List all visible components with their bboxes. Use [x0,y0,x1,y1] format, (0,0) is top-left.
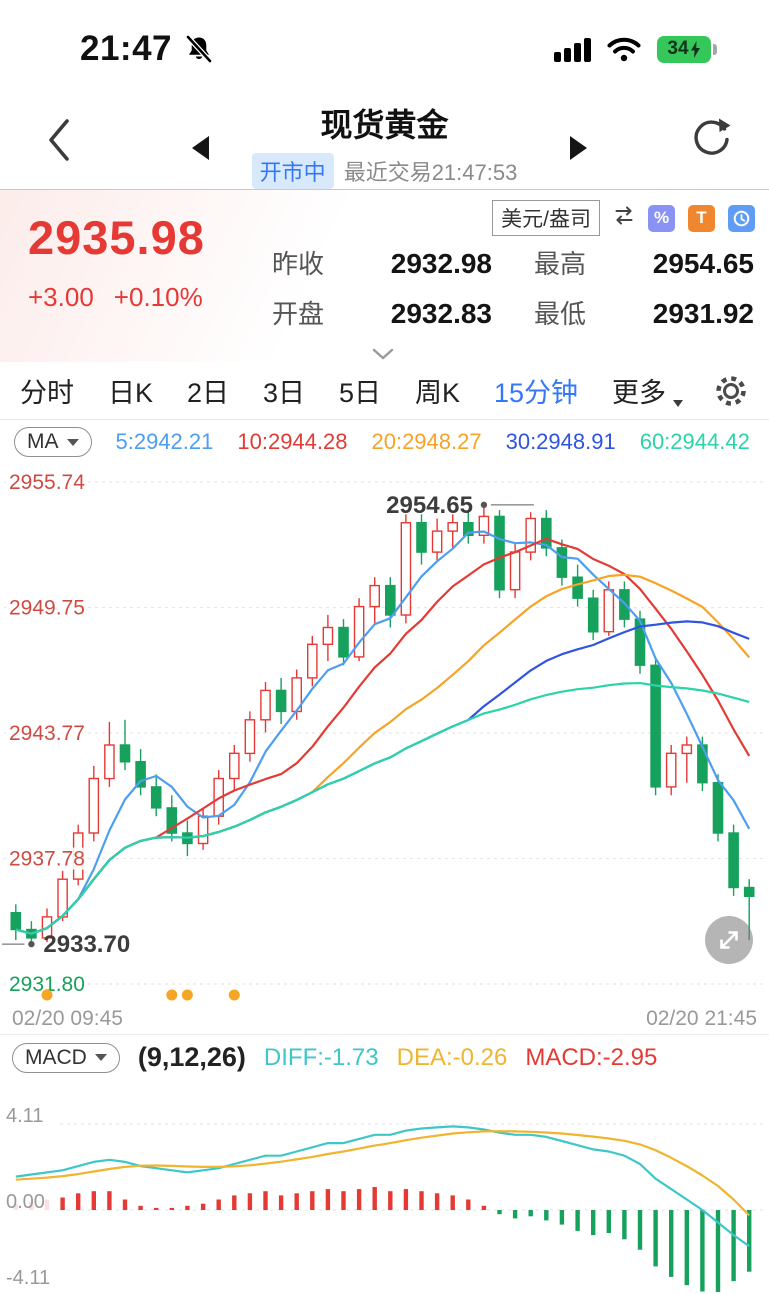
text-size-icon[interactable]: T [688,204,715,232]
svg-text:2931.80: 2931.80 [9,973,85,996]
ma60-legend: 60:2944.42 [639,429,750,454]
ma20-legend: 20:2948.27 [371,429,482,454]
chevron-down-icon [66,438,79,452]
status-bar-right: 34 [554,35,717,63]
svg-text:2933.70: 2933.70 [43,931,130,958]
nav-subtitle: 开市中 最近交易21:47:53 [165,153,605,189]
high-value: 2954.65 [652,248,754,279]
unit-toolbar: 美元/盎司 % T [492,200,755,236]
page-title: 现货黄金 [320,107,449,143]
low-value: 2931.92 [652,298,754,329]
high-label: 最高 [534,249,587,279]
expand-arrows-icon [720,931,738,949]
macd-selector[interactable]: MACD [12,1042,120,1073]
quote-row: 开盘 2932.83 最低 2931.92 [272,294,758,331]
clock-icon[interactable] [728,204,755,232]
price-block: 2935.98 +3.00 +0.10% [28,210,205,313]
macd-selector-label: MACD [25,1045,87,1069]
svg-text:-4.11: -4.11 [6,1267,50,1289]
chevron-down-icon [94,1054,107,1067]
ma5-legend: 5:2942.21 [115,429,214,454]
back-button[interactable] [46,117,72,163]
macd-indicator-row: MACD (9,12,26) DIFF:-1.73 DEA:-0.26 MACD… [0,1034,769,1080]
expand-quote-chevron-icon[interactable] [372,348,394,360]
macd-chart[interactable]: 4.11 0.00 -4.11 [0,1080,769,1292]
price-change: +3.00 [28,282,94,312]
tab-15min[interactable]: 15分钟 [493,378,578,408]
kline-chart-area: 2955.74 2949.75 2943.77 2937.78 2931.80 2954.… [0,464,769,1034]
tab-more[interactable]: 更多 [611,371,683,410]
market-status-badge: 开市中 [251,153,334,189]
charging-bolt-icon [690,40,700,58]
prev-instrument-button[interactable] [192,136,209,160]
next-instrument-button[interactable] [570,136,587,160]
current-price: 2935.98 [28,211,205,264]
status-time: 21:47 [80,29,173,68]
price-change-percent: +0.10% [113,282,203,312]
notifications-muted-icon [186,35,212,63]
tab-weekly[interactable]: 周K [414,378,460,408]
nav-center: 现货黄金 开市中 最近交易21:47:53 [165,100,605,189]
status-bar-left: 21:47 [80,29,214,69]
tab-3day[interactable]: 3日 [262,378,305,408]
cellular-signal-icon [554,38,591,62]
quote-row: 昨收 2932.98 最高 2954.65 [272,244,758,281]
tab-timeline[interactable]: 分时 [20,378,74,408]
last-trade-time: 最近交易21:47:53 [343,160,518,185]
prev-close-value: 2932.98 [390,248,492,279]
macd-value: MACD:-2.95 [525,1043,658,1071]
tab-more-label: 更多 [611,378,666,408]
macd-params: (9,12,26) [137,1042,246,1072]
tab-5day[interactable]: 5日 [338,378,381,408]
period-tab-bar: 分时 日K 2日 3日 5日 周K 15分钟 更多 [0,362,769,420]
dropdown-caret-icon [672,400,683,412]
tab-2day[interactable]: 2日 [186,378,229,408]
ma30-legend: 30:2948.91 [505,429,616,454]
nav-header: 现货黄金 开市中 最近交易21:47:53 [0,90,769,190]
x-axis-end: 02/20 21:45 [646,1007,757,1030]
ma10-legend: 10:2944.28 [237,429,348,454]
x-axis-labels: 02/20 09:45 02/20 21:45 [0,1004,769,1034]
svg-text:2937.78: 2937.78 [9,848,85,871]
macd-diff-value: DIFF:-1.73 [263,1043,379,1071]
svg-text:2949.75: 2949.75 [9,597,85,620]
ma-selector[interactable]: MA [14,427,92,457]
price-change-row: +3.00 +0.10% [28,282,205,313]
refresh-button[interactable] [689,116,733,158]
quote-fields: 昨收 2932.98 最高 2954.65 开盘 2932.83 最低 2931… [272,244,758,344]
quote-panel: 2935.98 +3.00 +0.10% 昨收 2932.98 最高 2954.… [0,190,769,362]
svg-text:2955.74: 2955.74 [9,471,85,494]
open-value: 2932.83 [390,298,492,329]
prev-close-label: 昨收 [272,249,325,279]
svg-text:2954.65: 2954.65 [386,492,473,519]
svg-text:4.11: 4.11 [6,1105,43,1127]
open-label: 开盘 [272,299,325,329]
tab-daily[interactable]: 日K [107,378,153,408]
svg-text:2943.77: 2943.77 [9,722,85,745]
x-axis-start: 02/20 09:45 [12,1007,123,1030]
battery-level: 34 [667,38,689,59]
macd-dea-value: DEA:-0.26 [396,1043,508,1071]
ma-selector-label: MA [27,430,59,453]
settings-gear-icon[interactable] [713,373,749,409]
svg-text:0.00: 0.00 [6,1191,45,1213]
ma-indicator-row: MA 5:2942.21 10:2944.28 20:2948.27 30:29… [0,420,769,464]
wifi-icon [607,37,641,62]
fullscreen-button[interactable] [705,916,753,964]
status-bar: 21:47 34 [0,0,769,90]
kline-chart[interactable]: 2955.74 2949.75 2943.77 2937.78 2931.80 2954.… [0,464,769,1004]
percent-display-icon[interactable]: % [648,204,675,232]
battery-indicator: 34 [657,35,717,63]
swap-unit-icon[interactable] [613,205,635,231]
unit-selector[interactable]: 美元/盎司 [492,200,600,236]
low-label: 最低 [534,299,587,329]
